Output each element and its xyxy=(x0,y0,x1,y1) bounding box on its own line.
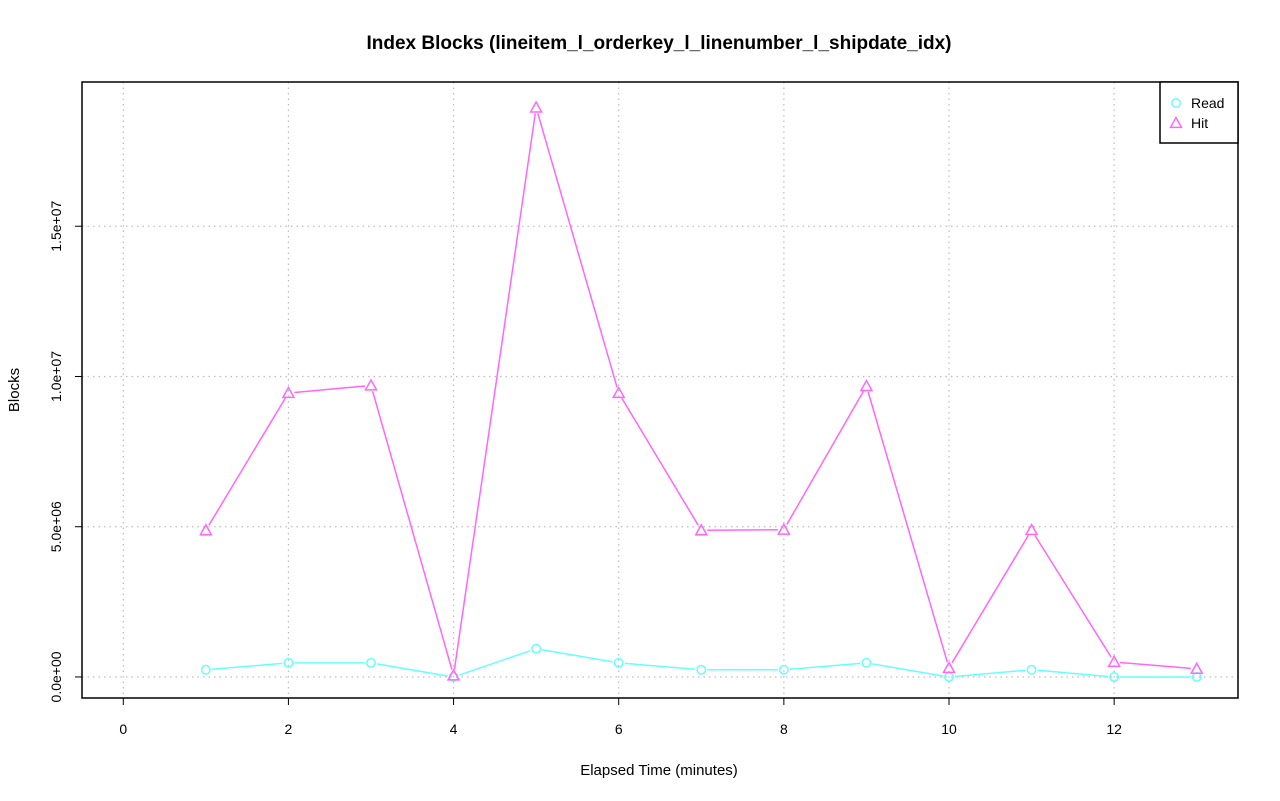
x-tick-label: 0 xyxy=(119,721,127,737)
series-hit-segment xyxy=(208,397,286,526)
series-read-segment xyxy=(1037,669,1109,678)
series-hit-segment xyxy=(867,391,949,663)
series-read-segment xyxy=(541,648,613,663)
series-read-point xyxy=(1026,664,1037,675)
x-tick-label: 10 xyxy=(941,721,957,737)
y-tick-label: 1.5e+07 xyxy=(48,201,64,252)
series-hit xyxy=(199,100,1204,681)
series-read xyxy=(200,643,1202,682)
x-tick-label: 6 xyxy=(615,721,623,737)
series-read-segment xyxy=(872,663,944,677)
legend-marker-hit xyxy=(1169,115,1183,129)
legend: Read Hit xyxy=(1159,81,1239,144)
series-read-segment xyxy=(376,663,448,677)
series-read-point xyxy=(200,664,211,675)
series-hit-point xyxy=(1189,661,1204,675)
series-hit-point xyxy=(942,660,956,674)
series-hit-segment xyxy=(1120,661,1191,670)
series-hit-point xyxy=(364,378,378,391)
series-hit-point xyxy=(281,385,296,399)
series-read-point xyxy=(696,664,707,675)
x-axis-label: Elapsed Time (minutes) xyxy=(580,762,738,779)
series-hit-segment xyxy=(707,529,778,532)
legend-box xyxy=(1159,81,1239,144)
x-tick-label: 4 xyxy=(450,721,458,737)
series-area xyxy=(199,100,1204,682)
series-hit-point xyxy=(199,523,213,536)
series-read-point xyxy=(1109,672,1120,682)
series-read-point xyxy=(778,664,789,675)
legend-label-hit: Hit xyxy=(1191,115,1208,131)
series-hit-segment xyxy=(453,113,537,670)
series-hit-point xyxy=(859,379,874,392)
series-read-segment xyxy=(211,662,283,671)
series-hit-segment xyxy=(537,113,618,388)
series-hit-point xyxy=(694,523,709,536)
series-hit-segment xyxy=(786,390,865,525)
legend-marker-read xyxy=(1171,98,1181,108)
series-read-segment xyxy=(624,662,696,671)
series-hit-point xyxy=(1024,522,1039,536)
axes: 0 2 4 6 8 10 12 0.0e+00 5.0e+06 1.0e+07 1.5e+07 xyxy=(48,201,1122,737)
series-hit-segment xyxy=(621,397,699,526)
series-read-point xyxy=(283,657,294,668)
legend-label-read: Read xyxy=(1191,95,1224,111)
series-hit-segment xyxy=(371,391,453,670)
series-hit-segment xyxy=(294,385,366,394)
series-read-segment xyxy=(459,649,531,676)
series-hit-segment xyxy=(1034,534,1112,658)
x-tick-label: 2 xyxy=(285,721,293,737)
series-hit-segment xyxy=(951,534,1030,664)
y-tick-label: 0.0e+00 xyxy=(48,651,64,702)
series-hit-point xyxy=(446,668,461,681)
series-read-point xyxy=(366,657,376,668)
plot-frame xyxy=(81,81,1239,699)
x-tick-label: 12 xyxy=(1106,721,1122,737)
series-read-point xyxy=(613,657,624,668)
series-read-point xyxy=(861,657,872,668)
y-tick-label: 5.0e+06 xyxy=(48,501,64,552)
series-read-point xyxy=(531,643,542,654)
x-tick-label: 8 xyxy=(780,721,788,737)
series-read-segment xyxy=(789,662,861,671)
grid xyxy=(82,82,1238,698)
series-hit-point xyxy=(1107,654,1121,668)
series-read-segment xyxy=(954,669,1026,678)
series-hit-point xyxy=(529,100,543,113)
chart-title: Index Blocks (lineitem_l_orderkey_l_line… xyxy=(367,33,952,54)
y-tick-label: 1.0e+07 xyxy=(48,351,64,402)
series-hit-point xyxy=(611,385,626,399)
series-hit-point xyxy=(777,522,791,535)
y-axis-label: Blocks xyxy=(6,368,23,412)
